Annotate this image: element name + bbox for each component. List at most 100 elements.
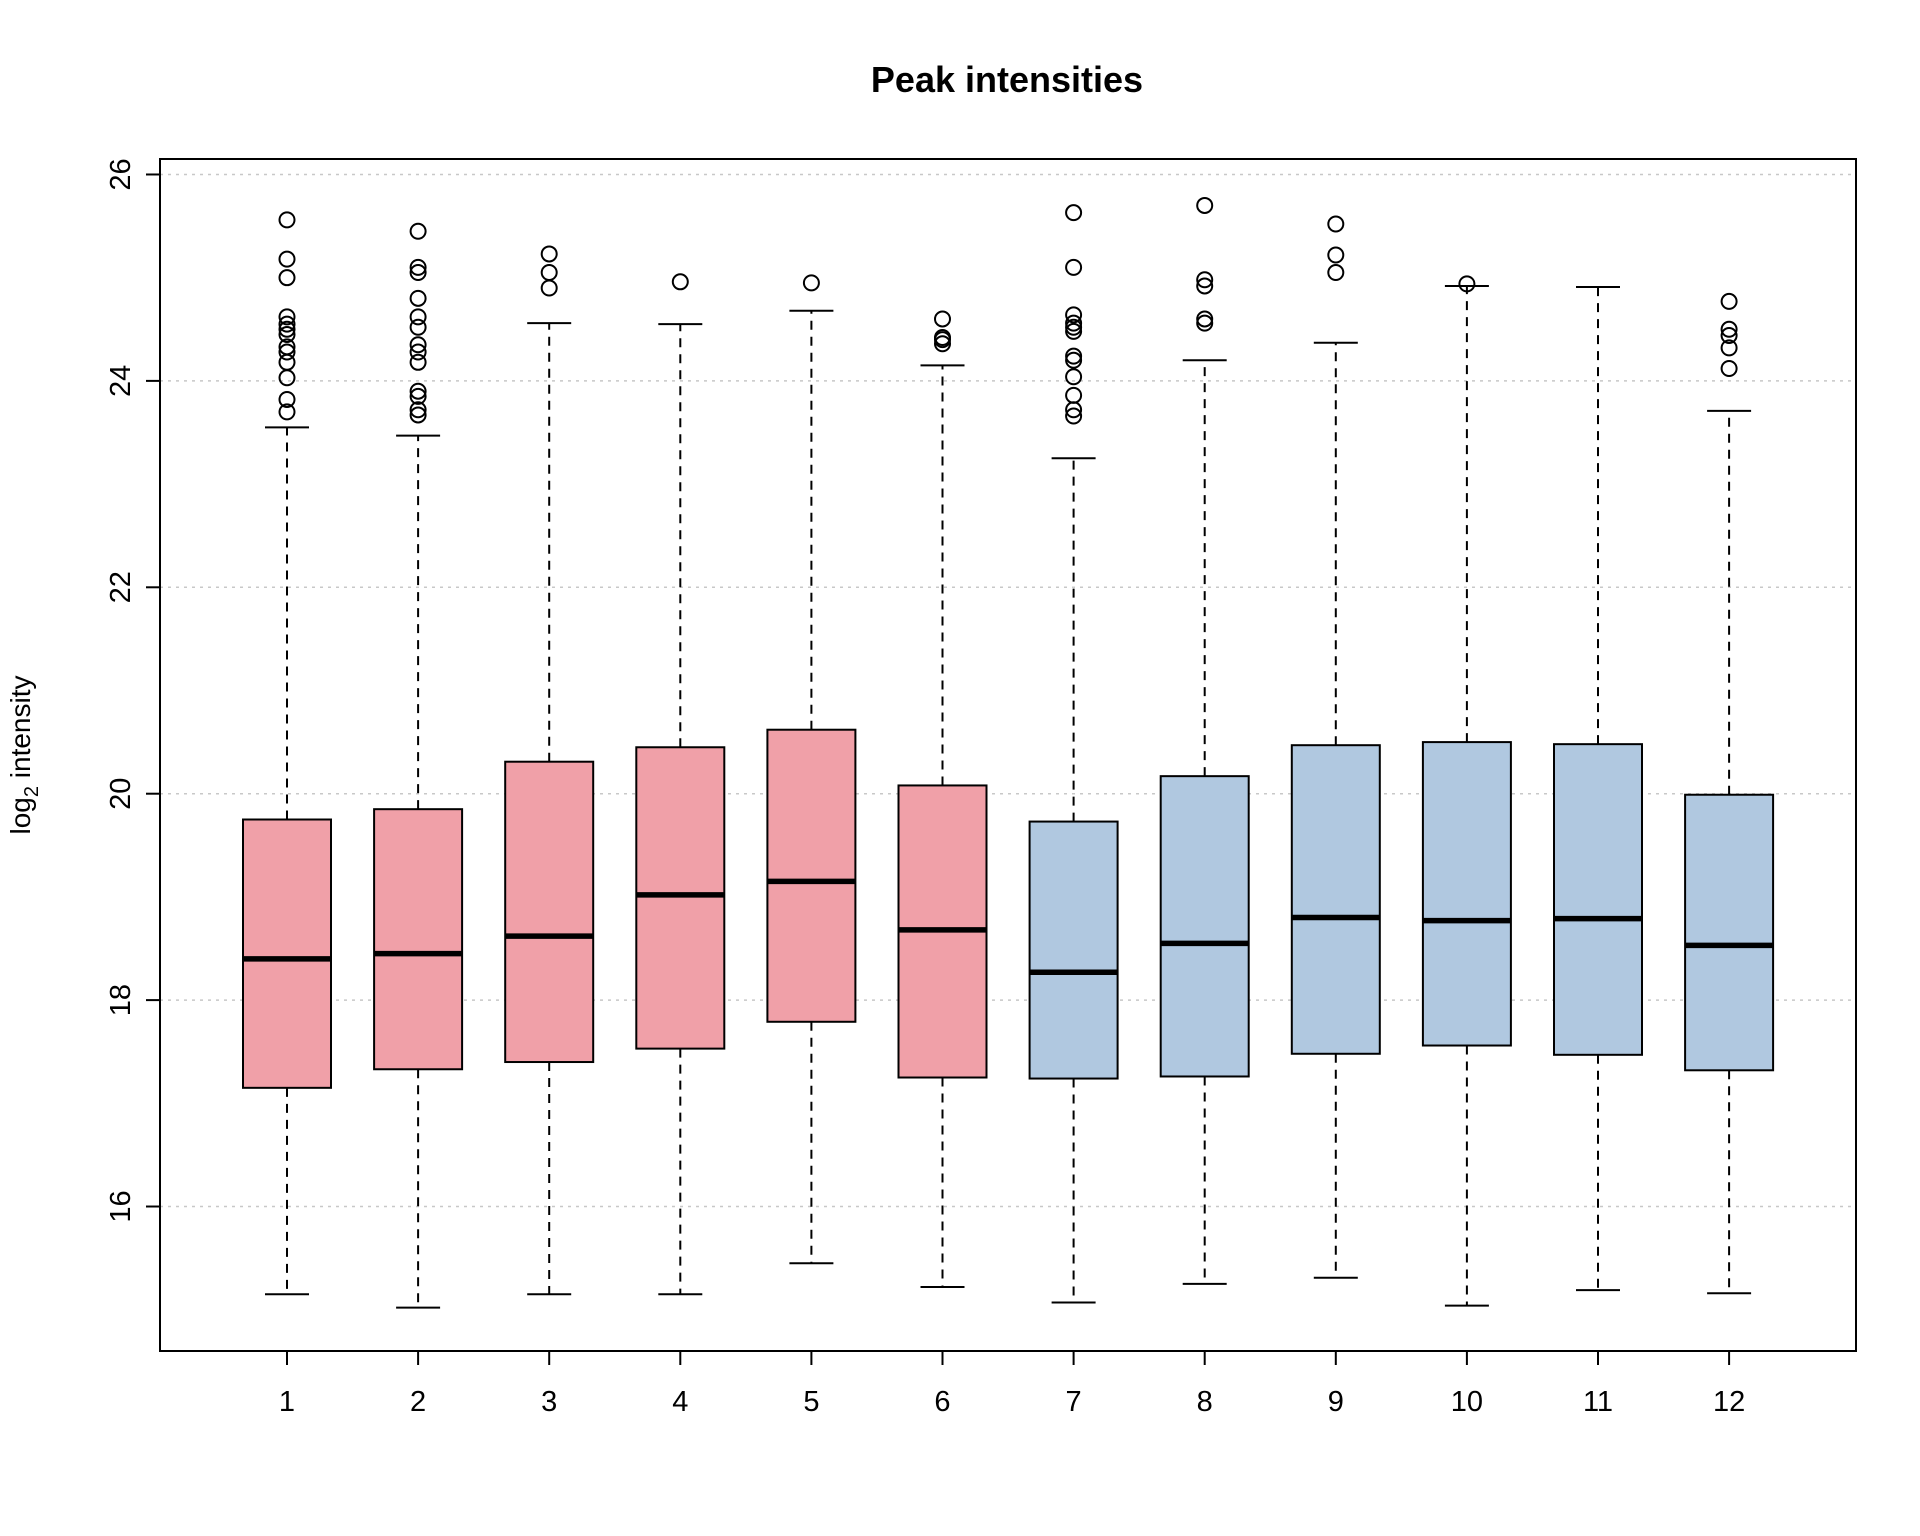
outlier-point-1-2: [278, 390, 296, 408]
outlier-point-7-1: [1065, 407, 1083, 425]
outlier-point-9-1: [1327, 264, 1345, 282]
box-1: [242, 211, 332, 1296]
y-axis-label-rest: intensity: [5, 676, 36, 787]
outlier-point-2-8: [409, 318, 427, 336]
outlier-point-2-6: [409, 343, 427, 361]
box-5: [766, 274, 857, 1265]
box-12: [1684, 292, 1775, 1295]
x-tick-label-7: 7: [1066, 1386, 1082, 1418]
outlier-point-2-13: [409, 222, 427, 240]
outlier-point-7-11: [1065, 258, 1083, 276]
y-tick-label-24: 24: [105, 365, 137, 397]
outlier-point-5-1: [802, 274, 820, 292]
y-tick-label-26: 26: [105, 158, 137, 190]
outlier-point-7-4: [1065, 368, 1083, 386]
outlier-point-8-2: [1196, 310, 1214, 328]
outlier-point-3-3: [540, 245, 558, 263]
outlier-point-3-2: [540, 264, 558, 282]
outlier-point-1-10: [278, 308, 296, 326]
y-axis-label-main: log: [5, 797, 36, 834]
x-tick-label-1: 1: [279, 1386, 295, 1418]
x-tick-label-2: 2: [410, 1386, 426, 1418]
box-7: [1028, 204, 1119, 1304]
outlier-point-4-1: [671, 273, 689, 291]
outlier-point-2-9: [409, 308, 427, 326]
outlier-point-2-10: [409, 289, 427, 307]
y-tick-label-20: 20: [105, 778, 137, 810]
y-axis-label: log2 intensity: [5, 676, 43, 835]
outlier-point-7-10: [1065, 306, 1083, 324]
x-tick-label-12: 12: [1713, 1386, 1745, 1418]
x-tick-label-8: 8: [1197, 1386, 1213, 1418]
box-rect-8: [1159, 775, 1250, 1078]
outlier-point-6-4: [934, 310, 951, 328]
y-axis: 16 18 20 22 24 26: [105, 158, 160, 1223]
y-tick-label-22: 22: [105, 571, 137, 603]
outlier-point-8-5: [1196, 196, 1214, 214]
y-axis-label-subscript: 2: [21, 786, 43, 797]
box-rect-9: [1290, 744, 1381, 1055]
box-10: [1421, 275, 1512, 1307]
x-axis: 1 2 3 4 5 6 7 8 9 10 11 12: [279, 1351, 1745, 1418]
outlier-point-8-4: [1196, 271, 1214, 289]
x-tick-label-3: 3: [541, 1386, 557, 1418]
outlier-point-12-3: [1720, 326, 1738, 344]
box-rect-10: [1421, 741, 1512, 1047]
outlier-point-1-11: [278, 269, 296, 287]
box-6: [897, 310, 988, 1289]
outlier-point-12-1: [1720, 360, 1738, 378]
outlier-point-1-7: [278, 325, 296, 343]
box-11: [1553, 285, 1643, 1292]
outlier-point-10-1: [1458, 275, 1476, 293]
outlier-point-1-9: [278, 315, 296, 333]
outlier-point-2-7: [409, 336, 427, 354]
outlier-point-1-1: [278, 403, 296, 421]
box-rect-11: [1553, 743, 1643, 1056]
outlier-point-1-12: [278, 250, 296, 268]
outlier-point-2-5: [409, 353, 427, 371]
outlier-point-9-3: [1327, 215, 1345, 233]
boxes-layer: [242, 196, 1775, 1309]
outlier-point-1-8: [278, 320, 296, 338]
box-rect-7: [1028, 820, 1119, 1080]
x-tick-label-5: 5: [803, 1386, 819, 1418]
outlier-point-12-5: [1720, 292, 1738, 310]
outlier-point-8-1: [1196, 314, 1214, 332]
outlier-point-1-6: [278, 338, 296, 356]
outlier-point-2-11: [409, 264, 427, 282]
outlier-point-7-12: [1065, 204, 1083, 222]
outlier-point-2-3: [409, 387, 427, 405]
outlier-point-7-8: [1065, 318, 1083, 336]
outlier-point-1-5: [278, 343, 296, 361]
outlier-point-12-2: [1720, 339, 1738, 357]
outlier-point-2-1: [409, 406, 427, 424]
x-tick-label-10: 10: [1451, 1386, 1483, 1418]
box-2: [373, 222, 464, 1309]
outlier-point-2-2: [409, 401, 427, 419]
plot-frame: [159, 158, 1857, 1352]
outlier-point-8-3: [1196, 277, 1214, 295]
outlier-point-7-6: [1065, 347, 1083, 365]
box-rect-3: [504, 760, 595, 1064]
outlier-point-12-4: [1720, 320, 1738, 338]
box-rect-4: [635, 746, 726, 1050]
outlier-point-7-7: [1065, 322, 1083, 340]
x-tick-label-9: 9: [1328, 1386, 1344, 1418]
outlier-point-1-13: [278, 211, 296, 229]
box-rect-5: [766, 728, 857, 1023]
y-tick-label-16: 16: [105, 1190, 137, 1222]
box-8: [1159, 196, 1250, 1285]
y-tick-label-18: 18: [105, 984, 137, 1016]
box-rect-2: [373, 808, 464, 1071]
outlier-point-2-4: [409, 382, 427, 400]
box-rect-1: [242, 818, 332, 1089]
outlier-point-7-9: [1065, 314, 1083, 332]
box-3: [504, 245, 595, 1296]
box-9: [1290, 215, 1381, 1279]
outlier-point-6-3: [934, 329, 951, 347]
outlier-point-7-3: [1065, 386, 1083, 404]
outlier-point-2-12: [409, 258, 427, 276]
box-4: [635, 273, 726, 1296]
chart-title: Peak intensities: [871, 59, 1143, 100]
